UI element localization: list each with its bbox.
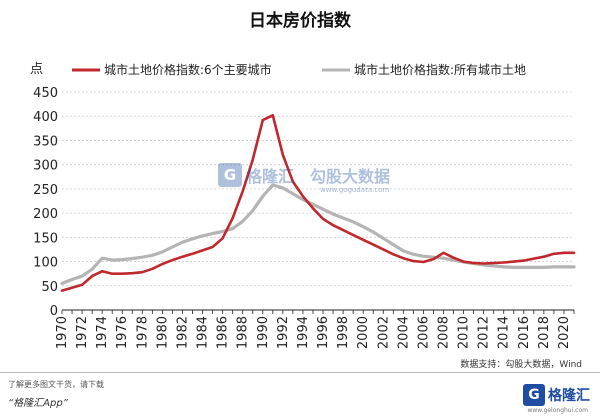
series-line-1 xyxy=(60,114,576,292)
y-tick-label: 50 xyxy=(41,280,58,295)
x-tick-label: 1998 xyxy=(336,316,351,349)
x-tick-label: 1978 xyxy=(135,316,150,349)
watermark-right-sub: www.gogudata.com xyxy=(320,186,390,194)
watermark-left: G 格隆汇 xyxy=(218,163,294,187)
y-tick-label: 350 xyxy=(33,134,58,149)
footer-app-name: “格隆汇App” xyxy=(8,398,68,409)
x-tick-label: 1990 xyxy=(256,316,271,349)
y-tick-label: 150 xyxy=(33,231,58,246)
y-tick-label: 200 xyxy=(33,207,58,222)
x-tick-label: 2006 xyxy=(416,316,431,349)
x-tick-label: 1970 xyxy=(55,316,70,349)
x-axis-ticks: 1970 1972 1974 1976 1978 1980 1982 1984 1986 1988… xyxy=(55,309,575,349)
x-tick-label: 1974 xyxy=(95,316,110,349)
series-lines xyxy=(60,114,576,292)
x-tick-label: 2020 xyxy=(557,316,572,349)
data-source: 数据支持：勾股大数据，Wind xyxy=(460,360,582,370)
x-tick-label: 1984 xyxy=(196,316,211,349)
legend: 城市土地价格指数:6个主要城市 城市土地价格指数:所有城市土地 xyxy=(72,62,526,77)
x-tick-label: 1972 xyxy=(75,316,90,349)
x-tick-label: 2000 xyxy=(356,316,371,349)
x-tick-label: 1980 xyxy=(155,316,170,349)
x-tick-label: 1994 xyxy=(296,316,311,349)
watermark-right-text: 勾股大数据 xyxy=(310,167,391,186)
x-tick-label: 2018 xyxy=(537,316,552,349)
y-axis-ticks: 0 50 100 150 200 250 300 350 400 450 xyxy=(33,86,58,319)
y-tick-label: 100 xyxy=(33,256,58,271)
x-tick-label: 2010 xyxy=(457,316,472,349)
footer-divider xyxy=(0,372,600,373)
watermark-left-text: 格隆汇 xyxy=(246,167,295,186)
y-axis-label: 点 xyxy=(30,62,43,77)
x-tick-label: 1988 xyxy=(236,316,251,349)
x-tick-label: 1996 xyxy=(316,316,331,349)
brand-domain: www.gelonghui.com xyxy=(527,407,588,414)
x-tick-label: 1982 xyxy=(175,316,190,349)
y-tick-label: 300 xyxy=(33,159,58,174)
x-tick-label: 1992 xyxy=(276,316,291,349)
brand-logo-icon: G xyxy=(523,384,545,406)
watermark-right: 勾股大数据 xyxy=(310,163,390,187)
series-line-2 xyxy=(60,183,576,285)
y-tick-label: 0 xyxy=(50,304,58,319)
footer-note: 了解更多图文干货，请下载 xyxy=(8,380,104,389)
watermark-logo-icon: G xyxy=(218,163,242,187)
x-tick-label: 2008 xyxy=(436,316,451,349)
x-tick-label: 2002 xyxy=(376,316,391,349)
brand-name: 格隆汇 xyxy=(548,388,590,404)
x-tick-label: 2012 xyxy=(477,316,492,349)
legend-label-2: 城市土地价格指数:所有城市土地 xyxy=(354,62,526,77)
brand-logo[interactable]: G 格隆汇 xyxy=(523,384,590,406)
chart-title: 日本房价指数 xyxy=(249,11,351,31)
x-tick-label: 2014 xyxy=(497,316,512,349)
y-tick-label: 450 xyxy=(33,86,58,101)
y-tick-label: 400 xyxy=(33,110,58,125)
legend-label-1: 城市土地价格指数:6个主要城市 xyxy=(104,62,272,77)
x-tick-label: 2016 xyxy=(517,316,532,349)
x-tick-label: 1986 xyxy=(216,316,231,349)
y-tick-label: 250 xyxy=(33,183,58,198)
x-tick-label: 1976 xyxy=(115,316,130,349)
x-tick-label: 2004 xyxy=(396,316,411,349)
